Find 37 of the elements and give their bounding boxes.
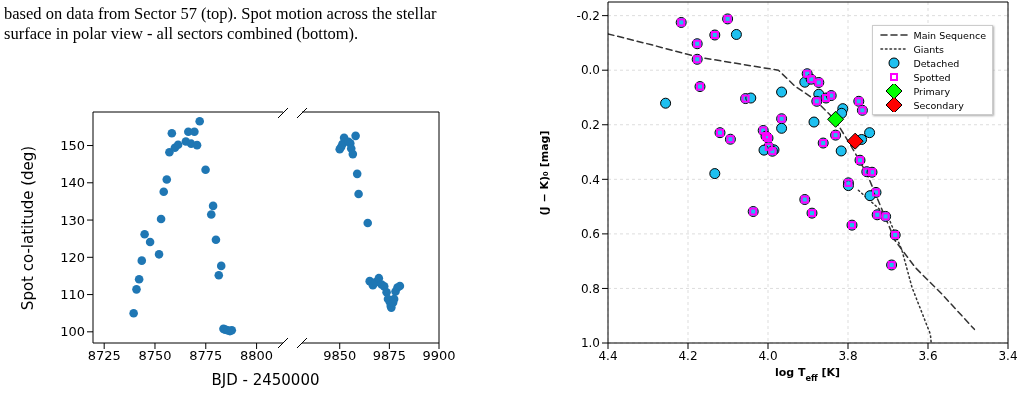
y-tick-label: 0.4 [580,172,600,187]
x-tick-label: 9875 [372,348,406,364]
y-tick-label: 150 [60,138,85,154]
y-tick-label: 100 [60,324,85,340]
y-tick-label: 1.0 [580,336,600,351]
x-tick-label: 4.0 [758,348,778,363]
x-tick-label: 8775 [189,348,223,364]
x-tick-label: 9900 [422,348,456,364]
x-axis-title: BJD - 2450000 [211,371,320,389]
x-tick-label: 4.4 [598,348,618,363]
x-axis-title: log T$_{eff}$ [K] [774,366,841,383]
legend-label: Secondary [913,99,964,111]
y-axis-title: (J − K)₀ [mag] [538,130,551,216]
x-tick-label: 8800 [240,348,274,364]
y-tick-label: 0.2 [580,118,600,133]
x-tick-label: 8725 [87,348,121,364]
y-tick-label: 0.6 [580,227,600,242]
y-tick-label: 110 [60,287,85,303]
text: based on data from Sector 57 (top). Spot motion across the stellar surface in polar view - all sectors combined (bottom). [4,4,438,44]
y-tick-label: 120 [60,249,85,265]
y-tick-label: 0.8 [580,281,600,296]
x-tick-label: 3.8 [838,348,858,363]
y-tick-label: 140 [60,175,85,191]
x-tick-label: 4.2 [678,348,698,363]
y-axis-title: Spot co-latitude (deg) [19,145,37,311]
legend-label: Primary [913,85,951,97]
x-tick-label: 9850 [323,348,357,364]
legend-label: Detached [913,57,960,69]
y-tick-label: 0.0 [580,63,600,78]
x-tick-label: 3.4 [998,348,1018,363]
x-tick-label: 8750 [138,348,172,364]
y-tick-label: 130 [60,212,85,228]
legend-label: Spotted [913,71,951,83]
x-tick-label: 3.6 [918,348,938,363]
y-tick-label: -0.2 [576,8,600,23]
legend-label: Giants [913,43,944,55]
legend-label: Main Sequence [913,29,986,41]
